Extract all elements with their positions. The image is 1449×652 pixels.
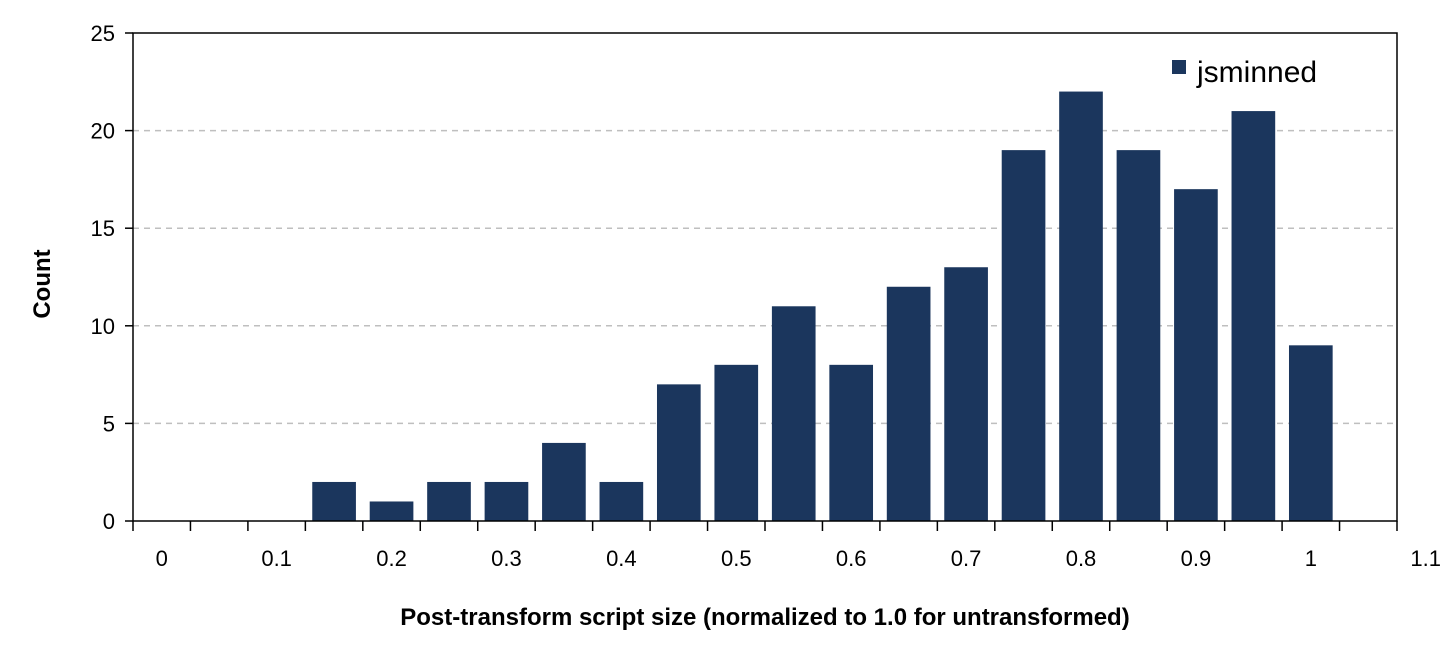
x-tick-label: 0.6 <box>836 546 867 571</box>
y-tick-label: 15 <box>91 216 115 241</box>
x-tick-label: 0.5 <box>721 546 752 571</box>
x-axis-title: Post-transform script size (normalized t… <box>400 604 1129 631</box>
x-tick-label: 0 <box>156 546 168 571</box>
y-axis-title: Count <box>29 249 56 318</box>
x-tick-label: 0.2 <box>376 546 407 571</box>
bar <box>656 384 701 521</box>
x-tick-label: 0.9 <box>1181 546 1212 571</box>
y-tick-label: 20 <box>91 119 115 144</box>
bar <box>771 306 816 521</box>
x-tick-label: 0.7 <box>951 546 982 571</box>
x-tick-label: 0.3 <box>491 546 522 571</box>
x-tick-label: 0.4 <box>606 546 637 571</box>
bar <box>542 442 586 521</box>
bar <box>484 481 529 521</box>
bar <box>427 481 471 521</box>
bar <box>369 501 414 521</box>
bar <box>1174 189 1218 521</box>
bar <box>1116 150 1161 521</box>
x-tick-label: 1 <box>1305 546 1317 571</box>
x-tick-label: 0.8 <box>1066 546 1097 571</box>
bar <box>944 267 988 521</box>
bar <box>886 286 931 521</box>
grid-lines <box>133 129 1397 425</box>
bar <box>1059 91 1103 521</box>
x-axis-ticks: 0 0.1 0.2 0.3 0.4 0.5 0.6 0.7 0.8 0.9 1 1.1 <box>132 521 1441 571</box>
bars <box>312 91 1333 521</box>
legend-swatch <box>1172 60 1186 74</box>
bar <box>312 481 356 521</box>
bar <box>1288 345 1333 521</box>
bar <box>1001 150 1046 521</box>
bar <box>1231 111 1276 521</box>
legend: jsminned <box>1172 56 1317 89</box>
bar <box>599 481 644 521</box>
x-tick-label: 1.1 <box>1410 546 1441 571</box>
y-axis-ticks: 0 5 10 15 20 25 <box>91 21 133 534</box>
y-tick-label: 25 <box>91 21 115 46</box>
x-tick-label: 0.1 <box>261 546 292 571</box>
y-tick-label: 0 <box>103 509 115 534</box>
y-tick-label: 5 <box>103 411 115 436</box>
legend-label: jsminned <box>1196 56 1317 89</box>
y-tick-label: 10 <box>91 314 115 339</box>
bar <box>714 364 759 521</box>
bar <box>829 364 874 521</box>
